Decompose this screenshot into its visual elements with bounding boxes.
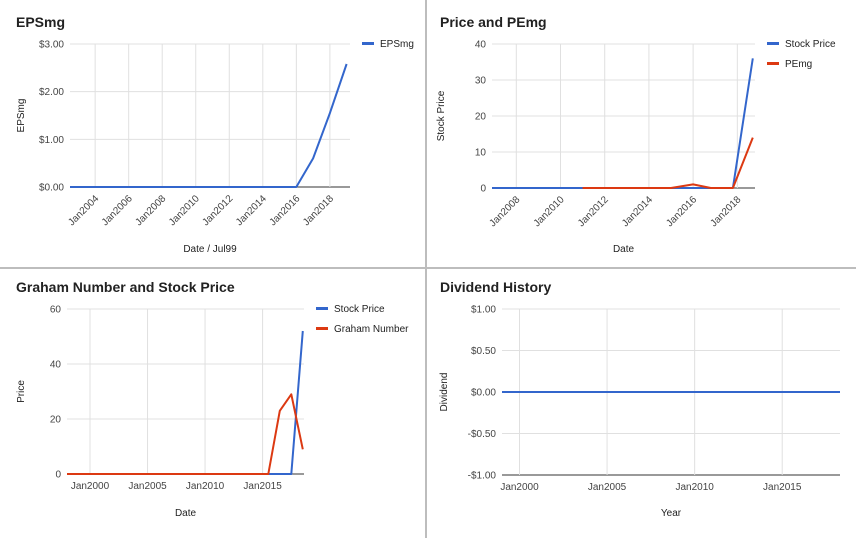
legend-swatch	[316, 307, 328, 310]
y-tick-label: $1.00	[39, 135, 64, 146]
y-tick-label: 30	[475, 76, 487, 87]
y-axis-label: Price	[16, 380, 27, 403]
panel-divider-horizontal	[0, 267, 856, 269]
chart-title: EPSmg	[16, 14, 65, 30]
panel-graham: Graham Number and Stock Price 0 20 40 60 Jan2…	[0, 269, 425, 538]
y-axis-label: Stock Price	[436, 90, 447, 141]
y-tick-label: 40	[475, 40, 487, 51]
y-tick-label: 0	[55, 470, 61, 481]
legend-swatch	[362, 42, 374, 45]
x-tick-label: Jan2015	[763, 482, 802, 493]
x-tick-label: Jan2010	[167, 193, 202, 228]
chart-graham: Graham Number and Stock Price 0 20 40 60 Jan2…	[16, 279, 409, 519]
y-axis-label: Dividend	[439, 373, 450, 412]
x-axis-label: Date / Jul99	[183, 244, 237, 255]
y-tick-label: $1.00	[471, 305, 496, 316]
y-tick-label: $3.00	[39, 40, 64, 51]
x-axis-label: Date	[613, 244, 635, 255]
x-axis-label: Year	[661, 508, 682, 519]
x-tick-label: Jan2010	[675, 482, 714, 493]
chart-eps: EPSmg$0.00$1.00$2.00$3.00Jan2004Jan2006J…	[16, 14, 414, 255]
x-tick-label: Jan2018	[709, 194, 744, 229]
x-tick-label: Jan2005	[128, 481, 167, 492]
chart-title: Dividend History	[440, 279, 551, 295]
series-line-pemg	[582, 137, 754, 189]
y-tick-label: $2.00	[39, 87, 64, 98]
panel-eps: EPSmg $0.00 $1.00 $2.00 $3.00 Jan2004 Jan2006 J…	[0, 0, 425, 267]
x-tick-label: Jan2014	[620, 194, 655, 229]
x-tick-label: Jan2008	[133, 193, 168, 228]
y-tick-label: $0.00	[471, 388, 496, 399]
y-tick-label: 20	[475, 112, 487, 123]
x-tick-label: Jan2012	[576, 194, 611, 229]
chart-price-pe: Price and PEmg 0 10 20 30 40 Jan2008 Jan2010 Jan…	[436, 14, 836, 255]
y-tick-label: 40	[50, 360, 62, 371]
x-tick-label: Jan2010	[186, 481, 225, 492]
x-axis-label: Date	[175, 508, 197, 519]
panel-dividend: Dividend History -$1.00 -$0.50 $0.00 $0.50 $1…	[427, 269, 856, 538]
series-line-epsmg	[70, 63, 348, 188]
x-tick-label: Jan2016	[664, 194, 699, 229]
x-tick-label: Jan2010	[532, 194, 567, 229]
legend-label: PEmg	[785, 59, 812, 70]
legend-label: Stock Price	[334, 304, 385, 315]
series-line-stock-price	[492, 58, 754, 189]
x-tick-label: Jan2005	[588, 482, 627, 493]
x-tick-label: Jan2018	[301, 193, 336, 228]
y-tick-label: 60	[50, 305, 62, 316]
panel-price-pe: Price and PEmg 0 10 20 30 40 Jan2008 Jan2010 Jan…	[427, 0, 856, 267]
legend-label: EPSmg	[380, 39, 414, 50]
x-tick-label: Jan2006	[100, 193, 135, 228]
legend-swatch	[316, 327, 328, 330]
x-tick-label: Jan2016	[268, 193, 303, 228]
x-tick-label: Jan2000	[71, 481, 110, 492]
legend-label: Stock Price	[785, 39, 836, 50]
y-tick-label: 10	[475, 148, 487, 159]
y-axis-label: EPSmg	[16, 99, 27, 133]
x-tick-label: Jan2014	[234, 193, 269, 228]
chart-title: Graham Number and Stock Price	[16, 279, 235, 295]
chart-title: Price and PEmg	[440, 14, 547, 30]
y-tick-label: -$0.50	[468, 429, 497, 440]
x-tick-label: Jan2008	[488, 194, 523, 229]
chart-dividend: Dividend History -$1.00 -$0.50 $0.00 $0.50 $1…	[439, 279, 840, 519]
y-tick-label: $0.00	[39, 183, 64, 194]
panel-divider-vertical	[425, 0, 427, 538]
x-tick-label: Jan2004	[66, 193, 101, 228]
series-line-stock-price	[67, 330, 304, 475]
y-tick-label: 20	[50, 415, 62, 426]
x-tick-label: Jan2015	[243, 481, 282, 492]
y-tick-label: 0	[480, 184, 486, 195]
y-tick-label: -$1.00	[468, 471, 497, 482]
y-tick-label: $0.50	[471, 346, 496, 357]
series-line-graham-number	[67, 393, 304, 475]
legend-label: Graham Number	[334, 324, 409, 335]
legend-swatch	[767, 62, 779, 65]
x-tick-label: Jan2000	[500, 482, 539, 493]
x-tick-label: Jan2012	[200, 193, 235, 228]
legend-swatch	[767, 42, 779, 45]
